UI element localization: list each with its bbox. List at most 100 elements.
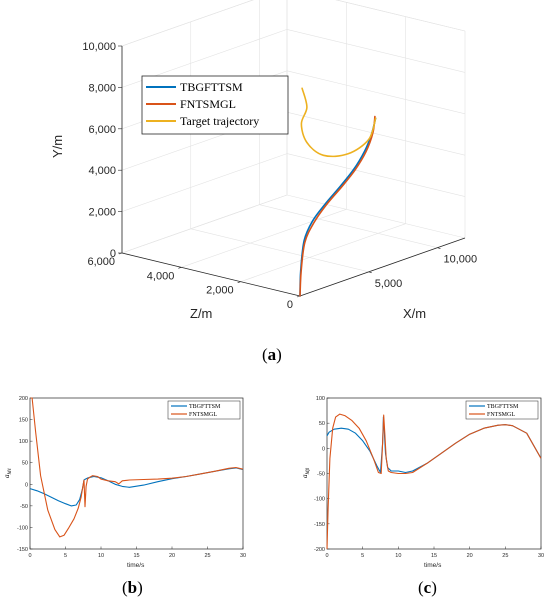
- panel-a-gridline: [181, 209, 347, 268]
- panel-c-legend-label-fntsmgl: FNTSMGL: [487, 412, 515, 418]
- panel-a-y-tick-label: 10,000: [82, 41, 116, 53]
- panel-a-x-axis-label: X/m: [403, 306, 426, 321]
- panel-a-gridline: [286, 70, 466, 115]
- panel-b-x-tick-label: 0: [28, 553, 31, 559]
- panel-c-series: [326, 413, 542, 550]
- panel-a-z-axis: [121, 252, 301, 297]
- panel-c-y-tick-label: -200: [314, 547, 325, 553]
- panel-c-x-tick-label: 30: [538, 553, 544, 559]
- panel-b-x-tick-label: 10: [98, 553, 104, 559]
- panel-a-gridline: [121, 194, 288, 254]
- panel-b-series: [29, 397, 244, 538]
- panel-c-y-tick-label: -150: [314, 522, 325, 528]
- panel-c-x-tick-label: 10: [395, 553, 401, 559]
- legend-label-fntsmgl: FNTSMGL: [180, 97, 236, 111]
- panel-c-x-tick-label: 5: [361, 553, 364, 559]
- panel-b-x-tick-label: 25: [204, 553, 210, 559]
- panel-b-y-tick-label: 50: [22, 461, 28, 467]
- panel-c-x-tick-label: 0: [325, 553, 328, 559]
- panel-a-z-tick-label: 4,000: [147, 270, 175, 282]
- panel-a-z-tick-mark: [237, 281, 241, 283]
- panel-a-z-tick-label: 6,000: [87, 256, 115, 268]
- panel-c-plot-frame: [326, 397, 542, 550]
- panel-a-x-tick-label: 10,000: [444, 254, 478, 266]
- panel-a-y-axis-label: Y/m: [50, 135, 65, 158]
- panel-a-y-tick-label: 0: [110, 248, 116, 260]
- panel-c-y-axis-label: aMβ: [301, 467, 311, 478]
- panel-c-chart: 0 5 10 15 20 25 30 100 50 0 -50 -100 -150 -200 time/s…: [301, 396, 544, 597]
- panel-c-legend-label-tbgfttsm: TBGFTTSM: [487, 404, 519, 410]
- panel-c-series-fntsmgl: [326, 413, 542, 550]
- panel-a-x-tick-mark: [368, 271, 372, 274]
- panel-c-x-tick-label: 25: [502, 553, 508, 559]
- panel-a-series: [299, 87, 377, 297]
- panel-a-3d-chart: 5,000 10,000 0 2,000 4,000 6,000 8,000 10,000 0 2…: [50, 0, 477, 364]
- panel-a-gridline: [286, 111, 466, 156]
- panel-c-y-tick-label: 0: [322, 446, 325, 452]
- panel-b-y-tick-label: -100: [17, 525, 28, 531]
- panel-a-gridline: [121, 153, 288, 212]
- panel-c-x-tick-label: 20: [467, 553, 473, 559]
- panel-b-y-axis-label: aMℓ: [3, 467, 13, 478]
- legend-label-target: Target trajectory: [180, 114, 259, 128]
- panel-a-legend: TBGFTTSM FNTSMGL Target trajectory: [141, 75, 289, 135]
- panel-b-x-tick-label: 5: [64, 553, 67, 559]
- panel-b-y-tick-label: 0: [25, 482, 28, 488]
- panel-b-caption: (b): [122, 578, 143, 597]
- panel-a-series-fntsmgl: [299, 115, 376, 297]
- panel-a-x-tick-label: 5,000: [375, 278, 403, 290]
- panel-c-x-tick-label: 15: [431, 553, 437, 559]
- panel-c-x-axis-label: time/s: [424, 562, 442, 569]
- panel-a-series-target-trajectory: [300, 87, 377, 158]
- panel-a-gridline: [240, 223, 406, 282]
- svg-text:aMβ: aMβ: [301, 467, 311, 478]
- panel-b-legend-label-tbgfttsm: TBGFTTSM: [189, 404, 221, 410]
- panel-c-y-tick-label: 100: [316, 396, 325, 402]
- panel-a-y-tick-label: 6,000: [88, 124, 116, 136]
- panel-c-y-tick-label: 50: [319, 421, 325, 427]
- panel-b-y-tick-label: 150: [19, 418, 28, 424]
- panel-a-z-tick-label: 2,000: [206, 285, 234, 297]
- panel-a-z-tick-mark: [178, 267, 182, 269]
- panel-b-y-tick-label: 100: [19, 439, 28, 445]
- panel-b-y-tick-label: 200: [19, 396, 28, 402]
- panel-b-x-axis-label: time/s: [127, 562, 145, 569]
- panel-b-legend: TBGFTTSM FNTSMGL: [167, 400, 241, 420]
- panel-c-y-tick-label: -100: [314, 497, 325, 503]
- panel-b-legend-label-fntsmgl: FNTSMGL: [189, 412, 217, 418]
- panel-b-y-tick-label: -150: [17, 547, 28, 553]
- panel-a-z-tick-label: 0: [287, 299, 293, 311]
- panel-a-z-tick-mark: [118, 252, 123, 255]
- panel-a-gridline: [259, 204, 438, 248]
- panel-a-x-tick-mark: [437, 247, 441, 249]
- panel-a-gridline: [286, 29, 466, 73]
- panel-a-z-axis-label: Z/m: [190, 306, 212, 321]
- panel-a-box-edge: [121, 0, 254, 47]
- panel-c-legend: TBGFTTSM FNTSMGL: [465, 400, 539, 420]
- panel-b-x-tick-label: 30: [240, 553, 246, 559]
- panel-c-caption: (c): [418, 578, 437, 597]
- panel-a-box-edge: [335, 0, 466, 32]
- panel-b-plot-frame: [29, 397, 244, 550]
- panel-c-ticks: 0 5 10 15 20 25 30 100 50 0 -50 -100 -150 -200: [314, 396, 544, 559]
- panel-a-grid: [121, 0, 466, 297]
- panel-a-gridline: [286, 194, 466, 239]
- panel-a-gridline: [121, 0, 254, 47]
- panel-b-x-tick-label: 20: [169, 553, 175, 559]
- panel-b-series-fntsmgl: [30, 397, 244, 538]
- panel-a-gridline: [190, 228, 369, 273]
- panel-c-y-tick-label: -50: [317, 472, 325, 478]
- panel-b-y-tick-label: -50: [20, 504, 28, 510]
- panel-a-y-tick-label: 8,000: [88, 82, 116, 94]
- panel-a-gridline: [286, 153, 466, 197]
- panel-a-ticks: 5,000 10,000 0 2,000 4,000 6,000 8,000 10,000 0 2…: [82, 41, 477, 311]
- legend-label-tbgfttsm: TBGFTTSM: [180, 80, 243, 94]
- panel-b-ticks: 0 5 10 15 20 25 30 200 150 100 50 0 -50 -100 -150: [17, 396, 246, 559]
- panel-b-x-tick-label: 15: [133, 553, 139, 559]
- panel-b-chart: 0 5 10 15 20 25 30 200 150 100 50 0 -50 -100 -150 time…: [3, 396, 246, 597]
- panel-a-y-tick-label: 2,000: [88, 207, 116, 219]
- panel-a-gridline: [335, 0, 466, 32]
- svg-text:aMℓ: aMℓ: [3, 467, 13, 478]
- panel-a-y-tick-label: 4,000: [88, 165, 116, 177]
